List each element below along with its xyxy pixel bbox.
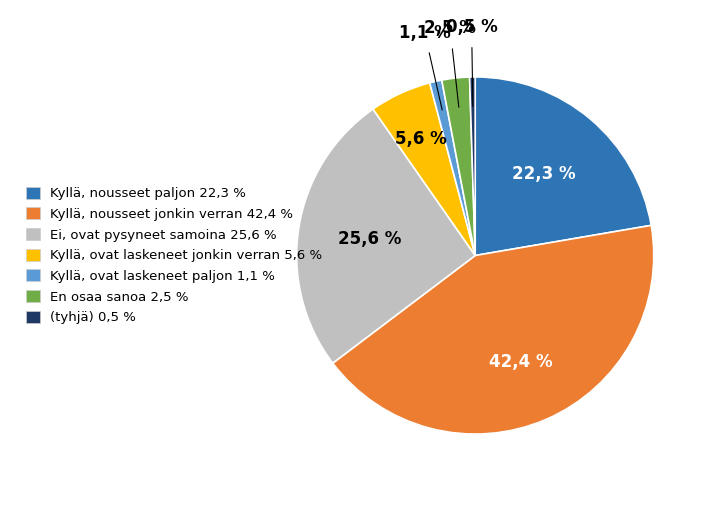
Text: 42,4 %: 42,4 % <box>490 353 553 371</box>
Wedge shape <box>442 77 475 256</box>
Legend: Kyllä, nousseet paljon 22,3 %, Kyllä, nousseet jonkin verran 42,4 %, Ei, ovat py: Kyllä, nousseet paljon 22,3 %, Kyllä, no… <box>27 187 323 324</box>
Wedge shape <box>333 225 654 434</box>
Wedge shape <box>475 77 651 256</box>
Text: 2,5 %: 2,5 % <box>424 19 476 37</box>
Wedge shape <box>373 83 475 256</box>
Text: 5,6 %: 5,6 % <box>395 130 447 148</box>
Wedge shape <box>430 80 475 256</box>
Text: 0,5 %: 0,5 % <box>446 18 498 36</box>
Wedge shape <box>297 109 475 363</box>
Text: 25,6 %: 25,6 % <box>338 230 401 248</box>
Text: 22,3 %: 22,3 % <box>513 165 576 182</box>
Wedge shape <box>469 77 475 256</box>
Text: 1,1 %: 1,1 % <box>399 24 451 41</box>
